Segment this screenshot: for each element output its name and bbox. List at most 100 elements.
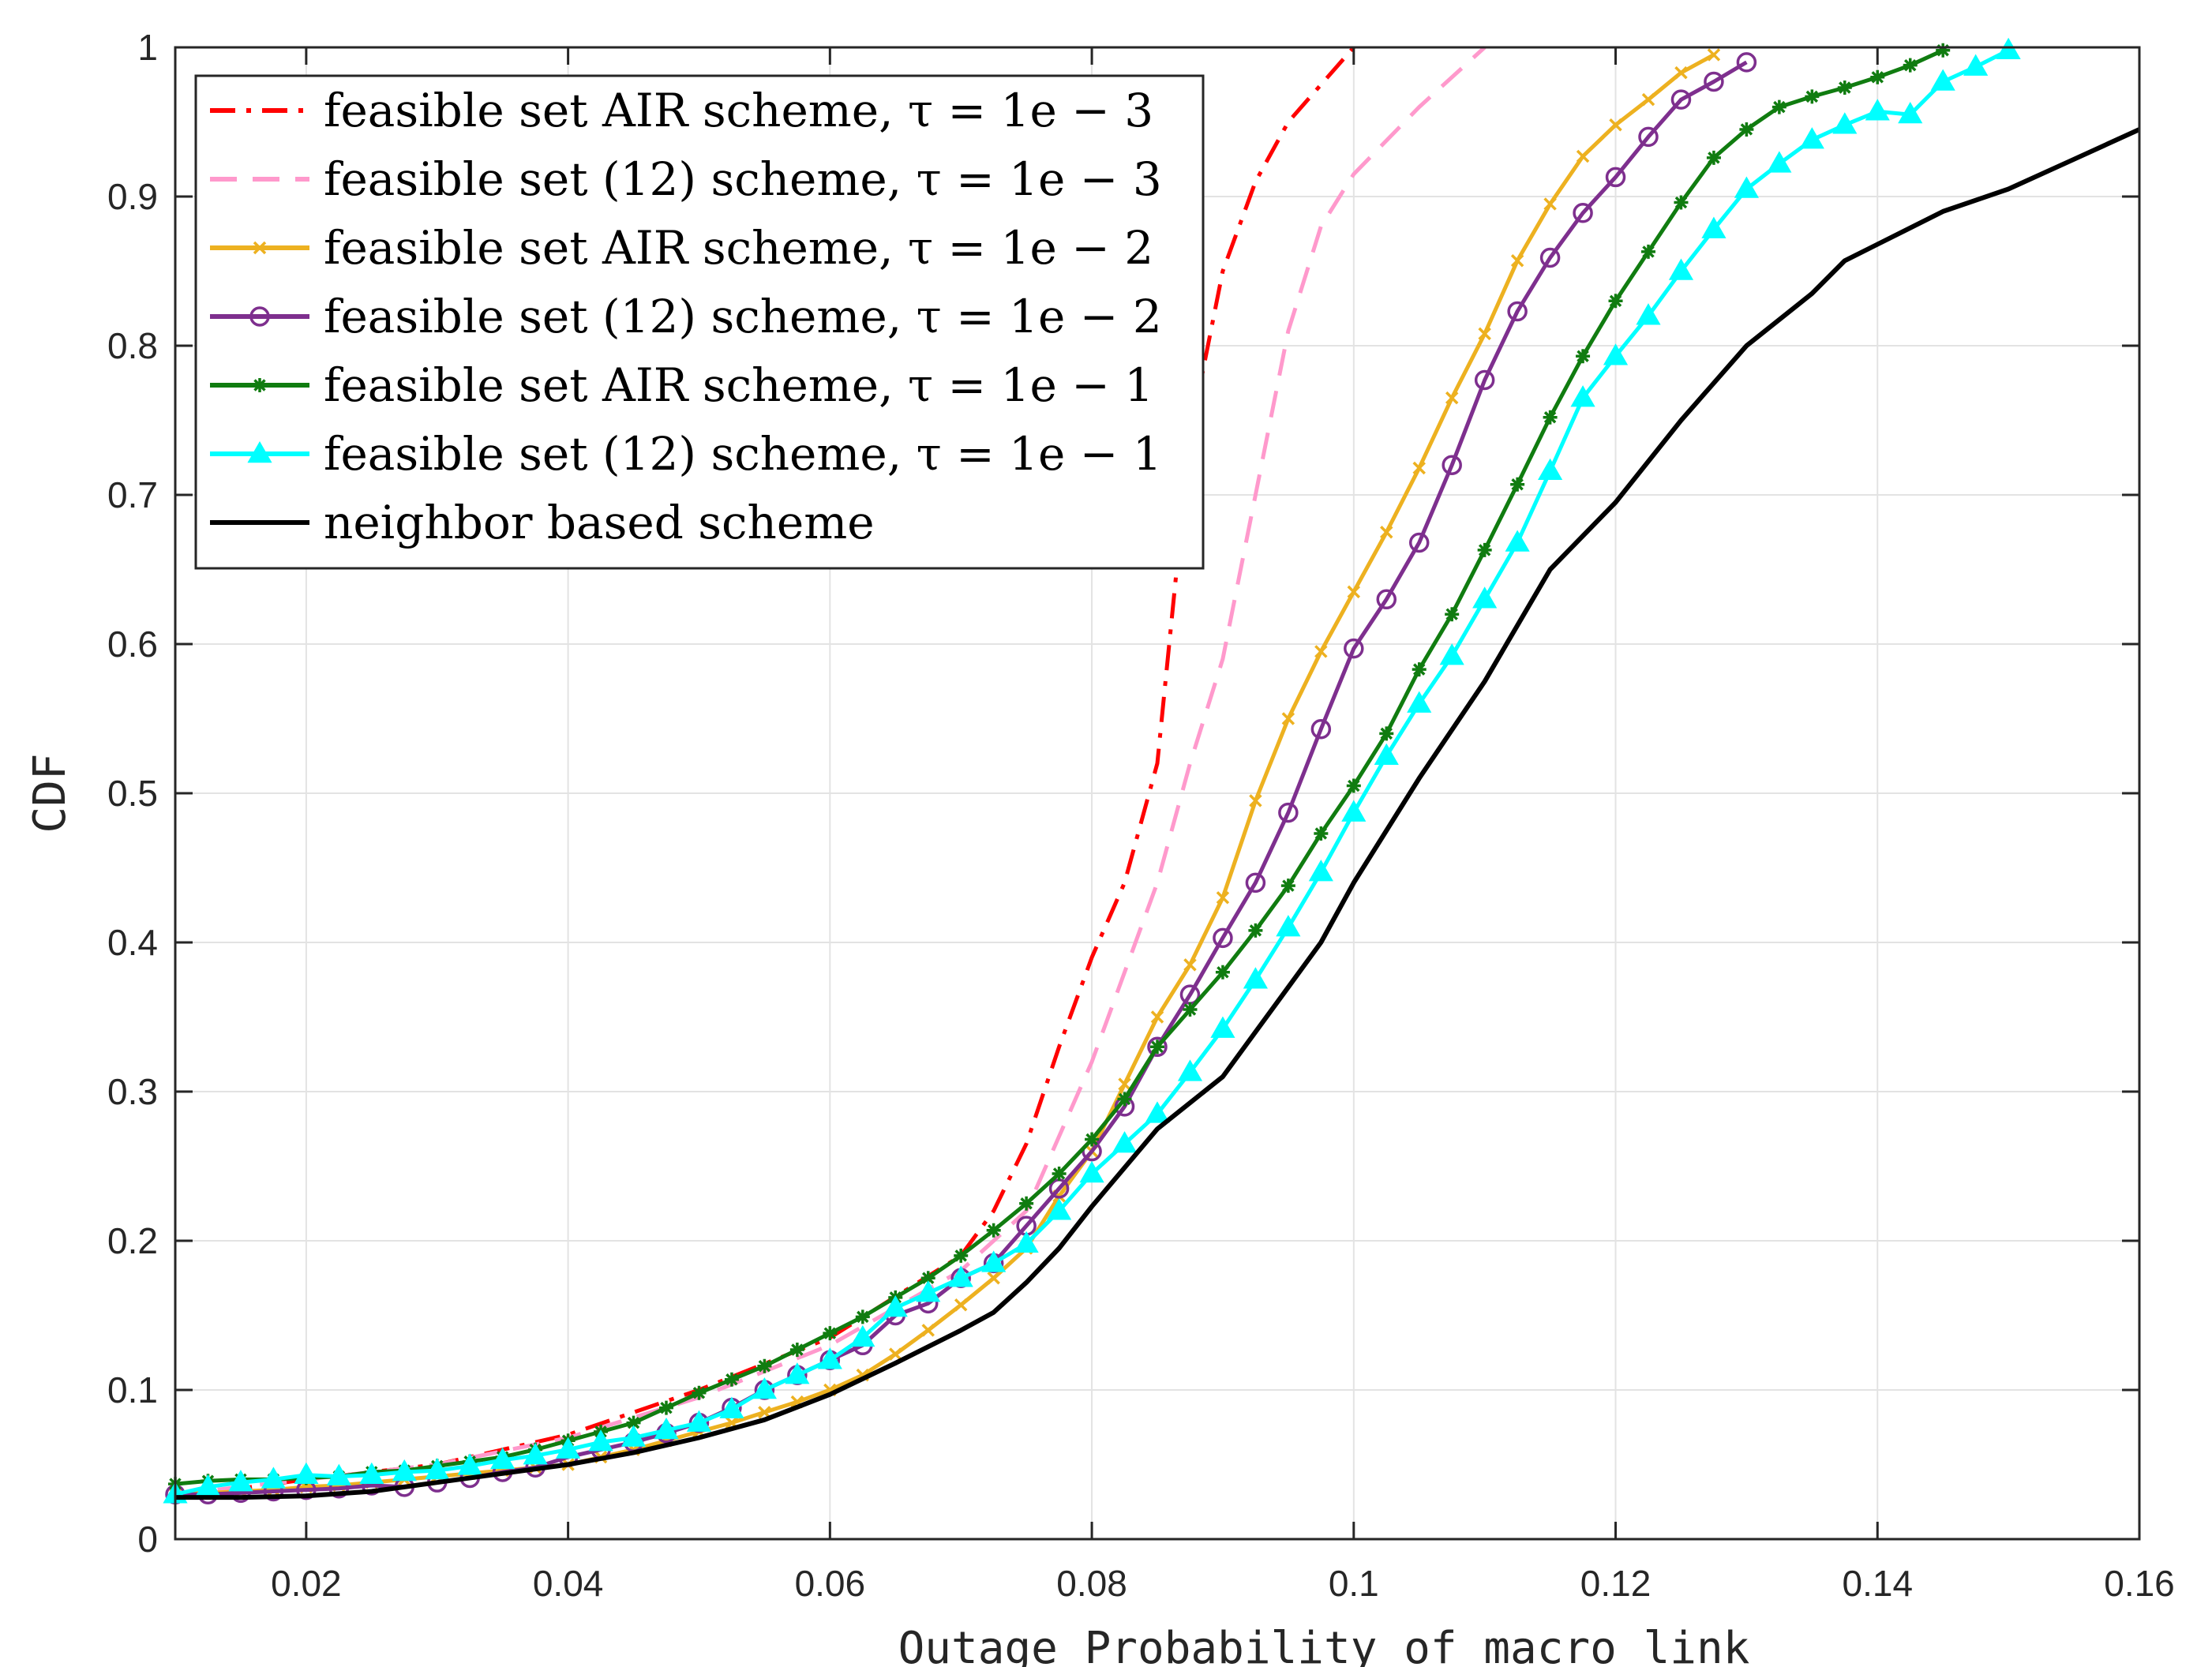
data-point [659,1400,673,1415]
data-point [1183,958,1197,972]
data-point [920,1271,935,1286]
data-point [1117,1092,1132,1107]
data-point [1112,1131,1138,1153]
data-point [1799,127,1824,149]
data-point [1609,118,1622,132]
data-point [1704,71,1724,92]
data-point [1347,585,1361,599]
data-point [789,1342,804,1357]
data-point [1930,69,1955,91]
series-6 [163,37,2021,1504]
data-point [1344,638,1364,659]
data-point [1472,586,1498,609]
data-point [686,1410,712,1432]
data-point [981,1250,1007,1272]
x-tick-label: 0.16 [2104,1563,2175,1604]
data-point [1734,176,1759,198]
data-point [1636,303,1661,325]
data-point [1019,1196,1034,1211]
data-point [1439,643,1464,665]
y-tick-label: 0.1 [107,1369,158,1410]
data-point [1870,69,1885,84]
data-point [1608,294,1623,309]
data-point [359,1462,384,1484]
data-point [1832,112,1858,134]
data-point [1865,99,1890,121]
x-tick-label: 0.1 [1329,1563,1379,1604]
legend-marker [253,241,267,255]
tick-labels: 0.02 0.04 0.06 0.08 0.1 0.12 0.14 0.16 0 0.1 0.2 0.… [107,27,2175,1604]
legend-label: feasible set AIR scheme, τ = 1e − 1 [324,358,1153,412]
legend-label: feasible set AIR scheme, τ = 1e − 2 [324,221,1153,275]
data-point [986,1223,1001,1238]
data-point [261,1467,286,1489]
data-point [1706,150,1721,165]
data-point [326,1463,351,1485]
legend-entries: feasible set AIR scheme, τ = 1e − 3 feasi… [210,84,1162,549]
data-point [1771,99,1786,114]
legend-marker [249,306,270,327]
data-point [1213,927,1233,949]
data-point [954,1248,969,1263]
series-7 [175,127,2141,1500]
y-axis-label: CDF [24,753,76,833]
x-axis-label: Outage Probability of macro link [898,1623,1750,1667]
ticks [175,46,2141,1541]
legend-label: feasible set (12) scheme, τ = 1e − 2 [324,290,1162,343]
y-tick-label: 0.2 [107,1220,158,1261]
data-point [556,1437,581,1459]
data-point [1177,1059,1203,1081]
data-point [1739,122,1754,137]
data-point [757,1358,772,1373]
data-point [523,1443,548,1465]
y-tick-label: 0.5 [107,773,158,814]
data-point [1603,343,1629,365]
data-point [1903,58,1918,73]
data-point [1412,461,1426,475]
data-point [1539,247,1561,268]
data-point [1573,203,1593,223]
data-point [1477,542,1492,557]
data-point [1314,826,1329,841]
data-point [1145,1101,1170,1123]
data-point [1936,43,1951,58]
y-tick-label: 0.7 [107,474,158,515]
data-point [1150,1040,1164,1055]
data-point [1281,712,1295,725]
data-point [1674,195,1689,210]
data-point [1276,915,1301,937]
data-point [1245,872,1266,893]
data-point [1505,530,1530,552]
data-point [850,1324,875,1347]
data-point [1736,52,1757,73]
legend-label: feasible set (12) scheme, τ = 1e − 3 [324,152,1162,206]
data-point [1380,526,1393,539]
data-point [1314,645,1328,658]
data-point [1641,244,1655,259]
data-point [1150,1010,1164,1024]
y-tick-label: 0.9 [107,176,158,217]
data-point [1510,477,1525,492]
data-point [1310,718,1332,740]
data-point [855,1309,870,1324]
data-point [883,1295,908,1317]
data-point [1576,349,1591,364]
data-point [785,1362,810,1384]
y-tick-label: 1 [137,27,158,68]
data-point [1543,410,1558,425]
data-point [692,1385,707,1400]
data-point [1118,1077,1131,1091]
data-point [1376,589,1397,610]
data-point [1407,691,1432,713]
data-point [752,1377,777,1399]
series-layer [163,37,2141,1505]
data-point [921,1324,935,1337]
series-2 [174,46,1487,1497]
data-point [1605,167,1626,188]
data-point [916,1280,941,1302]
data-point [392,1459,417,1482]
data-point [626,1415,641,1430]
series-line [174,46,1487,1497]
data-point [294,1462,319,1484]
legend-label: feasible set AIR scheme, τ = 1e − 3 [324,84,1153,137]
